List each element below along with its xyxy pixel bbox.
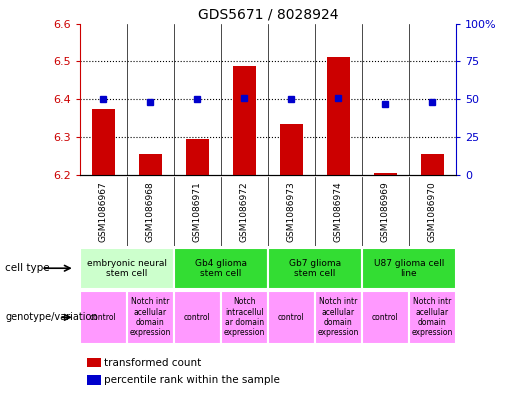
Bar: [174, 248, 268, 289]
Bar: [174, 291, 221, 344]
Bar: [127, 291, 174, 344]
Text: control: control: [372, 313, 399, 322]
Bar: [362, 291, 409, 344]
Text: Gb4 glioma
stem cell: Gb4 glioma stem cell: [195, 259, 247, 278]
Bar: [80, 291, 127, 344]
Text: Notch intr
acellular
domain
expression: Notch intr acellular domain expression: [130, 297, 171, 338]
Bar: [221, 291, 268, 344]
Text: control: control: [184, 313, 211, 322]
Text: GSM1086968: GSM1086968: [146, 181, 155, 242]
Bar: [92, 109, 115, 175]
Text: U87 glioma cell
line: U87 glioma cell line: [373, 259, 444, 278]
Title: GDS5671 / 8028924: GDS5671 / 8028924: [198, 7, 338, 21]
Text: GSM1086967: GSM1086967: [99, 181, 108, 242]
Text: control: control: [90, 313, 117, 322]
Bar: [139, 154, 162, 175]
Bar: [315, 291, 362, 344]
Bar: [373, 173, 397, 175]
Text: cell type: cell type: [5, 263, 50, 273]
Text: GSM1086971: GSM1086971: [193, 181, 202, 242]
Bar: [327, 57, 350, 175]
Text: percentile rank within the sample: percentile rank within the sample: [104, 375, 280, 386]
Bar: [80, 248, 174, 289]
Text: GSM1086972: GSM1086972: [240, 181, 249, 242]
Text: control: control: [278, 313, 305, 322]
Text: genotype/variation: genotype/variation: [5, 312, 98, 322]
Text: Notch
intracellul
ar domain
expression: Notch intracellul ar domain expression: [224, 297, 265, 338]
Text: GSM1086974: GSM1086974: [334, 181, 343, 242]
Text: transformed count: transformed count: [104, 358, 201, 368]
Bar: [409, 291, 456, 344]
Text: GSM1086973: GSM1086973: [287, 181, 296, 242]
Text: GSM1086970: GSM1086970: [428, 181, 437, 242]
Bar: [268, 291, 315, 344]
Bar: [268, 248, 362, 289]
Bar: [280, 124, 303, 175]
Bar: [185, 139, 209, 175]
Bar: [233, 66, 256, 175]
Bar: [421, 154, 444, 175]
Text: embryonic neural
stem cell: embryonic neural stem cell: [87, 259, 167, 278]
Bar: [362, 248, 456, 289]
Bar: [88, 358, 100, 367]
Text: Notch intr
acellular
domain
expression: Notch intr acellular domain expression: [318, 297, 359, 338]
Text: GSM1086969: GSM1086969: [381, 181, 390, 242]
Bar: [88, 375, 100, 385]
Text: Notch intr
acellular
domain
expression: Notch intr acellular domain expression: [411, 297, 453, 338]
Text: Gb7 glioma
stem cell: Gb7 glioma stem cell: [289, 259, 341, 278]
